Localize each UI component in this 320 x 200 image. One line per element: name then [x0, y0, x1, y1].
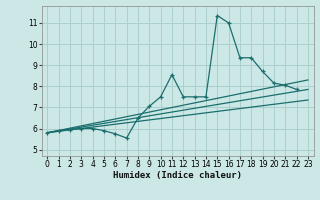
X-axis label: Humidex (Indice chaleur): Humidex (Indice chaleur) — [113, 171, 242, 180]
